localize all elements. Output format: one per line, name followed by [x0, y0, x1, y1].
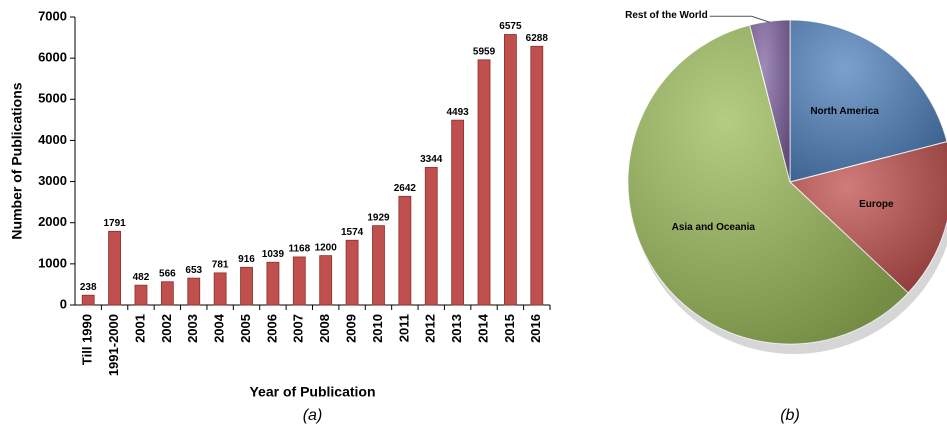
value-label: 1200: [315, 242, 338, 253]
y-tick-label: 2000: [38, 214, 67, 229]
value-label: 1791: [103, 218, 126, 229]
bar: [477, 59, 491, 306]
y-tick-label: 5000: [38, 91, 67, 106]
bar: [345, 239, 359, 306]
y-tick-label: 3000: [38, 173, 67, 188]
value-label: 916: [238, 254, 255, 265]
value-label: 6575: [499, 21, 522, 32]
value-label: 1929: [367, 212, 390, 223]
caption: (b): [780, 407, 800, 424]
x-tick-label: 2016: [528, 314, 543, 343]
bar: [292, 256, 306, 306]
leader-line: [709, 15, 770, 23]
slice-label: Asia and Oceania: [672, 222, 756, 233]
x-axis-label: Year of Publication: [249, 384, 375, 400]
bar: [160, 281, 174, 306]
y-tick-label: 7000: [38, 8, 67, 23]
value-label: 1574: [341, 227, 364, 238]
value-label: 3344: [420, 154, 443, 165]
x-tick-label: 2003: [185, 314, 200, 343]
caption: (a): [303, 407, 323, 424]
slice-shade: [749, 20, 790, 182]
bar: [266, 261, 280, 306]
bar: [504, 34, 517, 306]
bar: [81, 294, 95, 306]
y-tick-label: 0: [60, 296, 67, 311]
slice-label: Europe: [859, 199, 894, 210]
value-label: 653: [185, 265, 202, 276]
x-tick-label: 2004: [212, 313, 227, 343]
bar: [240, 266, 253, 306]
value-label: 781: [212, 260, 229, 271]
x-tick-label: 2002: [159, 314, 174, 343]
value-label: 238: [80, 282, 97, 293]
x-tick-label: 2011: [396, 314, 411, 342]
bar: [187, 277, 201, 306]
bar: [134, 284, 148, 306]
y-axis-label: Number of Publications: [9, 82, 25, 239]
x-tick-label: 2008: [317, 314, 332, 343]
bar: [451, 119, 465, 306]
value-label: 1039: [262, 249, 285, 260]
bar: [372, 225, 385, 306]
y-tick-label: 4000: [38, 132, 67, 147]
x-tick-label: 2013: [449, 314, 464, 343]
x-tick-label: 2007: [291, 314, 306, 343]
x-tick-label: 1991-2000: [106, 314, 121, 376]
bar: [319, 255, 333, 306]
x-tick-label: 2012: [423, 314, 438, 343]
value-label: 1168: [288, 244, 310, 255]
slice-shade: [790, 20, 947, 182]
x-tick-label: 2009: [344, 314, 359, 343]
x-tick-label: Till 1990: [80, 314, 95, 365]
x-tick-label: 2010: [370, 314, 385, 343]
value-label: 566: [159, 268, 176, 279]
value-label: 2642: [394, 183, 417, 194]
value-label: 6288: [526, 33, 549, 44]
slice-shade: [628, 25, 909, 344]
y-tick-label: 1000: [38, 255, 67, 270]
y-tick-label: 6000: [38, 50, 67, 65]
x-tick-label: 2006: [264, 314, 279, 343]
bar: [530, 45, 544, 306]
x-tick-label: 2015: [502, 314, 517, 343]
bar: [398, 195, 412, 306]
slice-shade: [790, 141, 947, 293]
value-label: 5959: [473, 46, 496, 57]
slice-label: North America: [810, 106, 879, 117]
bar: [424, 167, 438, 306]
slice-label: Rest of the World: [625, 10, 708, 21]
x-tick-label: 2005: [238, 314, 253, 343]
value-label: 4493: [447, 107, 470, 118]
value-label: 482: [133, 272, 150, 283]
bar: [213, 272, 227, 306]
x-tick-label: 2014: [475, 313, 490, 343]
bar: [108, 230, 121, 306]
x-tick-label: 2001: [132, 314, 147, 343]
